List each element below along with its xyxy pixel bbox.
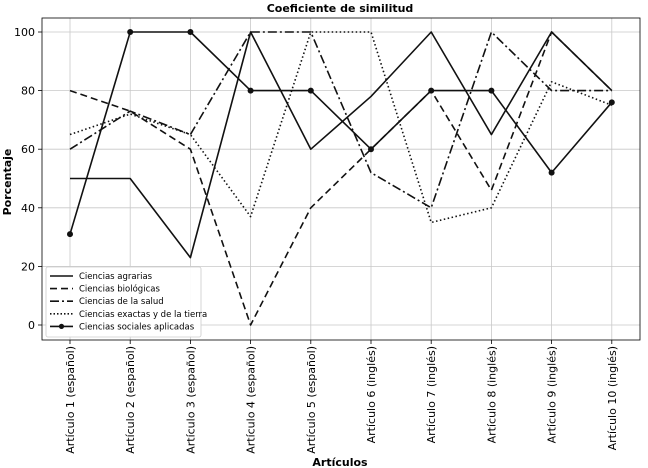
y-tick-label: 40 [21, 202, 35, 215]
data-point [247, 87, 254, 94]
data-point [127, 29, 134, 35]
legend-label: Ciencias sociales aplicadas [79, 322, 195, 332]
y-tick-label: 80 [21, 85, 35, 98]
series-line-4 [69, 31, 613, 235]
data-point [428, 87, 435, 94]
x-axis-ticks: Artículo 1 (español) Artículo 2 (español)… [64, 340, 619, 454]
data-point [488, 87, 495, 94]
y-tick-label: 0 [28, 319, 35, 332]
x-tick-label: Artículo 9 (inglés) [546, 346, 559, 443]
data-point [307, 87, 314, 94]
series-line-1 [69, 31, 613, 326]
y-axis-ticks: 0 20 40 60 80 100 [14, 26, 42, 332]
data-point [187, 29, 194, 35]
x-tick-label: Artículo 8 (inglés) [485, 346, 498, 443]
x-tick-label: Artículo 10 (inglés) [606, 346, 619, 450]
series-line-3 [69, 31, 613, 224]
legend-box [45, 266, 202, 338]
series-lines [67, 29, 615, 326]
plot-frame [41, 17, 641, 341]
series-line-2 [69, 31, 612, 209]
legend: Ciencias agrarias Ciencias biológicas Cien… [45, 266, 207, 338]
y-axis-label: Porcentaje [1, 149, 14, 216]
x-tick-label: Artículo 1 (español) [64, 346, 77, 454]
x-tick-label: Artículo 5 (español) [305, 346, 318, 454]
series-line-0 [70, 31, 613, 259]
data-point [368, 146, 374, 153]
x-tick-label: Artículo 3 (español) [184, 346, 197, 454]
legend-label: Ciencias exactas y de la tierra [79, 310, 207, 320]
data-point [548, 169, 555, 176]
x-tick-label: Artículo 7 (inglés) [425, 346, 438, 443]
data-point [67, 231, 73, 238]
y-tick-label: 100 [14, 26, 35, 39]
legend-label: Ciencias agrarias [79, 272, 153, 282]
legend-label: Ciencias biológicas [79, 284, 160, 295]
chart-title: Coeficiente de similitud [267, 2, 414, 15]
x-tick-label: Artículo 6 (inglés) [365, 346, 378, 443]
data-point [608, 99, 615, 106]
legend-label: Ciencias de la salud [79, 297, 164, 307]
y-tick-label: 20 [21, 260, 35, 273]
x-axis-label: Artículos [312, 456, 368, 468]
legend-marker [58, 323, 65, 329]
x-tick-label: Artículo 4 (español) [245, 346, 258, 454]
x-tick-label: Artículo 2 (español) [124, 346, 137, 454]
y-tick-label: 60 [21, 143, 35, 156]
